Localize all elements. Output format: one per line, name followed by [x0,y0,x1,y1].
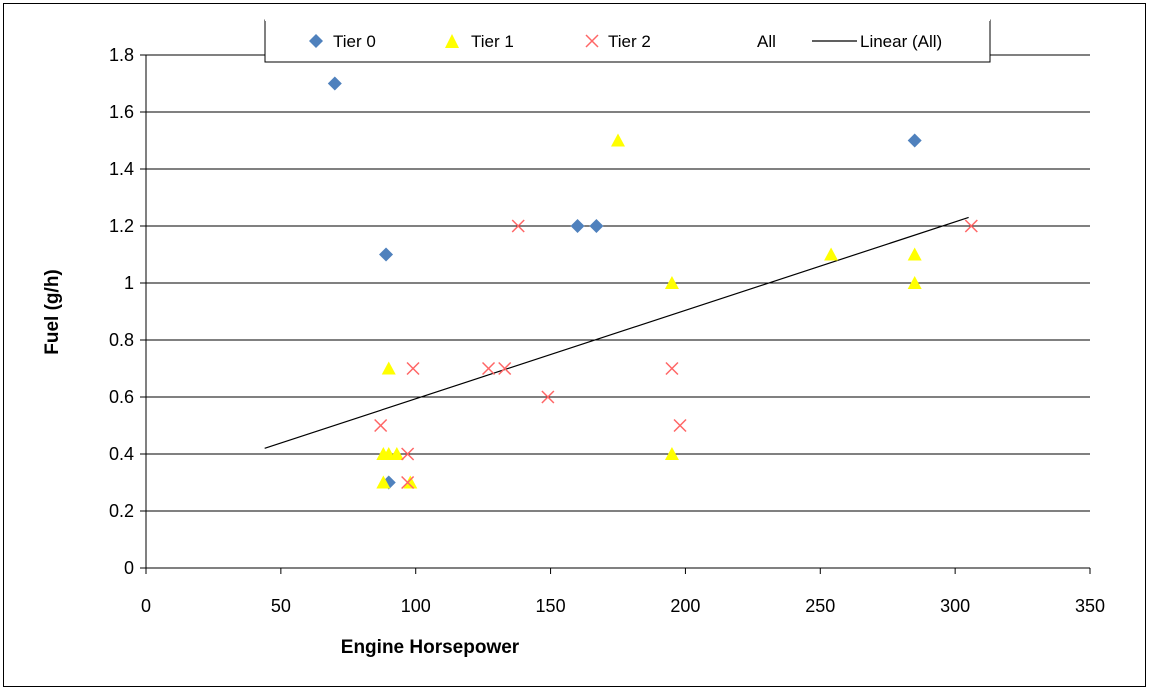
y-tick-label: 1.8 [109,45,134,65]
legend-label-all: All [757,32,776,51]
legend-marker-tier1-triangle-icon [445,34,459,48]
point-tier1-8 [664,447,679,460]
x-tick-label: 350 [1075,596,1105,616]
y-tick-label: 0 [124,558,134,578]
legend-box [264,19,991,63]
point-tier1-5 [381,361,396,375]
y-tick-label: 1.6 [109,102,134,122]
y-tick-label: 0.4 [109,444,134,464]
point-tier1-0 [376,475,391,489]
legend-label-tier0: Tier 0 [333,32,376,51]
legend-marker-tier0-diamond-icon [309,34,323,48]
trendline-group [264,216,969,449]
point-tier1-7 [664,276,679,289]
point-tier1-4 [403,475,418,489]
y-axis-title: Fuel (g/h) [42,269,63,354]
trendline-linear-all [264,216,969,449]
y-tick-label: 1.2 [109,216,134,236]
point-tier2-2 [401,475,415,490]
point-tier0-3 [570,219,585,233]
point-tier1-10 [907,247,922,261]
point-tier2-6 [511,219,525,233]
x-tick-label: 250 [805,596,835,616]
x-tick-label: 300 [940,596,970,616]
y-tick-label: 1 [124,273,134,293]
y-tick-label: 0.8 [109,330,134,350]
point-tier2-4 [482,361,496,376]
point-tier2-7 [541,390,555,404]
point-tier1-6 [611,133,625,147]
point-tier2-8 [665,361,679,376]
legend: Tier 0 Tier 1 Tier 2 All Linear (All) [264,19,991,63]
data-points [327,76,978,490]
y-tick-labels: 0 0.2 0.4 0.6 0.8 1 1.2 1.4 1.6 1.8 [109,45,134,578]
point-tier0-0 [327,76,342,91]
x-tick-label: 150 [536,596,566,616]
point-tier1-9 [824,247,839,261]
point-tier0-4 [589,219,604,233]
axes [140,54,1091,574]
point-tier0-5 [907,133,922,148]
gridlines [146,54,1090,512]
x-tick-label: 100 [401,596,431,616]
point-tier2-5 [498,361,512,376]
point-tier0-1 [379,247,394,262]
x-axis-title: Engine Horsepower [341,637,520,658]
legend-label-tier2: Tier 2 [608,32,651,51]
x-tick-labels: 0 50 100 150 200 250 300 350 [141,596,1105,616]
legend-marker-tier2-x-icon [585,34,599,48]
y-tick-label: 1.4 [109,159,134,179]
legend-label-linear: Linear (All) [860,32,942,51]
x-tick-label: 0 [141,596,151,616]
x-tick-label: 200 [670,596,700,616]
point-tier1-3 [389,447,404,460]
point-tier2-1 [401,447,415,461]
point-tier2-9 [673,418,687,433]
x-tick-label: 50 [271,596,291,616]
point-tier2-10 [964,219,978,233]
point-tier2-3 [406,361,420,376]
point-tier1-11 [907,276,922,289]
legend-label-tier1: Tier 1 [471,32,514,51]
point-tier2-0 [374,418,388,433]
y-tick-label: 0.2 [109,501,134,521]
y-tick-label: 0.6 [109,387,134,407]
